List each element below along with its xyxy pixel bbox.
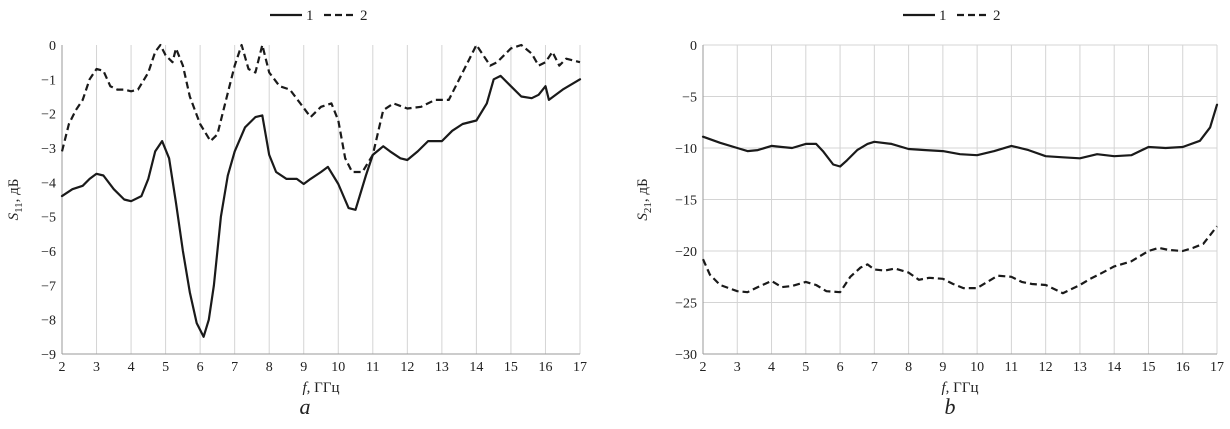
y-tick-label: −30 [675, 348, 697, 363]
chart-panel-b: 2 3 4 5 6 7 8 9 10 11 12 13 14 15 16 170−5−10−15−20−25−… [635, 8, 1224, 419]
series-line-1 [60, 74, 582, 338]
x-tick-label: 10 [970, 360, 984, 375]
x-tick-label: 2 [700, 360, 707, 375]
grid [61, 45, 581, 354]
y-tick-label: −8 [41, 314, 56, 329]
legend-label-2: 2 [993, 8, 1001, 24]
chart-panel-a: 2 3 4 5 6 7 8 9 10 11 12 13 14 15 16 170−1−2−3−4−5−6−7−… [6, 8, 587, 419]
x-tick-label: 12 [400, 360, 414, 375]
y-axis-title-sub: 21 [642, 202, 654, 213]
x-tick-label: 14 [469, 360, 483, 375]
y-tick-label: −4 [41, 176, 56, 191]
y-axis-title-sub: 11 [13, 202, 25, 213]
x-tick-label: 4 [128, 360, 135, 375]
x-tick-label: 9 [939, 360, 946, 375]
x-axis-title-var: f [302, 380, 308, 396]
x-tick-label: 16 [1176, 360, 1190, 375]
y-tick-label: −15 [675, 194, 697, 209]
x-tick-label: 7 [231, 360, 238, 375]
x-tick-label: 3 [93, 360, 100, 375]
x-tick-label: 2 [59, 360, 66, 375]
x-tick-label: 6 [197, 360, 204, 375]
x-axis-title-var: f [941, 380, 947, 396]
x-axis-title-unit: , ГГц [946, 380, 979, 396]
legend-label-1: 1 [306, 8, 314, 24]
x-tick-label: 9 [300, 360, 307, 375]
y-axis-title-unit: , дБ [6, 179, 22, 203]
x-tick-label: 5 [802, 360, 809, 375]
x-tick-label: 17 [1210, 360, 1224, 375]
panel-label: b [945, 394, 956, 419]
x-tick-label: 3 [734, 360, 741, 375]
x-tick-label: 10 [331, 360, 345, 375]
y-axis-title-var: S [635, 213, 651, 221]
series-line-2 [701, 225, 1218, 295]
x-tick-label: 11 [366, 360, 379, 375]
y-axis-title-var: S [6, 212, 22, 220]
grid [702, 44, 1218, 355]
y-axis-title: S11, дБ [6, 179, 25, 221]
y-tick-label: −1 [41, 73, 56, 88]
series-line-1 [701, 103, 1219, 168]
y-tick-label: −20 [675, 245, 697, 260]
y-tick-label: −6 [41, 245, 56, 260]
y-tick-label: −5 [682, 91, 697, 106]
x-axis-title-unit: , ГГц [307, 380, 340, 396]
y-tick-label: −2 [41, 108, 56, 123]
x-axis-title: f, ГГц [302, 380, 339, 396]
x-tick-label: 15 [1141, 360, 1155, 375]
x-tick-label: 4 [768, 360, 775, 375]
y-tick-label: 0 [690, 39, 697, 54]
x-tick-label: 11 [1005, 360, 1018, 375]
legend-label-1: 1 [939, 8, 947, 24]
panel-label: a [300, 394, 311, 419]
x-tick-label: 14 [1107, 360, 1121, 375]
x-tick-label: 13 [435, 360, 449, 375]
x-tick-label: 8 [266, 360, 273, 375]
y-tick-label: −25 [675, 297, 697, 312]
y-tick-label: −10 [675, 142, 697, 157]
x-tick-label: 6 [837, 360, 844, 375]
series-line-2 [60, 43, 581, 174]
x-tick-label: 15 [504, 360, 518, 375]
x-tick-label: 7 [871, 360, 878, 375]
y-axis-title: S21, дБ [635, 178, 654, 220]
y-tick-label: −3 [41, 142, 56, 157]
x-tick-label: 8 [905, 360, 912, 375]
y-tick-label: −7 [41, 279, 56, 294]
x-tick-label: 12 [1039, 360, 1053, 375]
legend-label-2: 2 [360, 8, 368, 24]
y-tick-label: 0 [49, 39, 56, 54]
x-tick-label: 13 [1073, 360, 1087, 375]
y-tick-label: −9 [41, 348, 56, 363]
y-axis-title-unit: , дБ [635, 178, 651, 202]
x-tick-label: 17 [573, 360, 587, 375]
x-axis-title: f, ГГц [941, 380, 978, 396]
x-tick-label: 16 [538, 360, 552, 375]
x-tick-label: 5 [162, 360, 169, 375]
y-tick-label: −5 [41, 211, 56, 226]
